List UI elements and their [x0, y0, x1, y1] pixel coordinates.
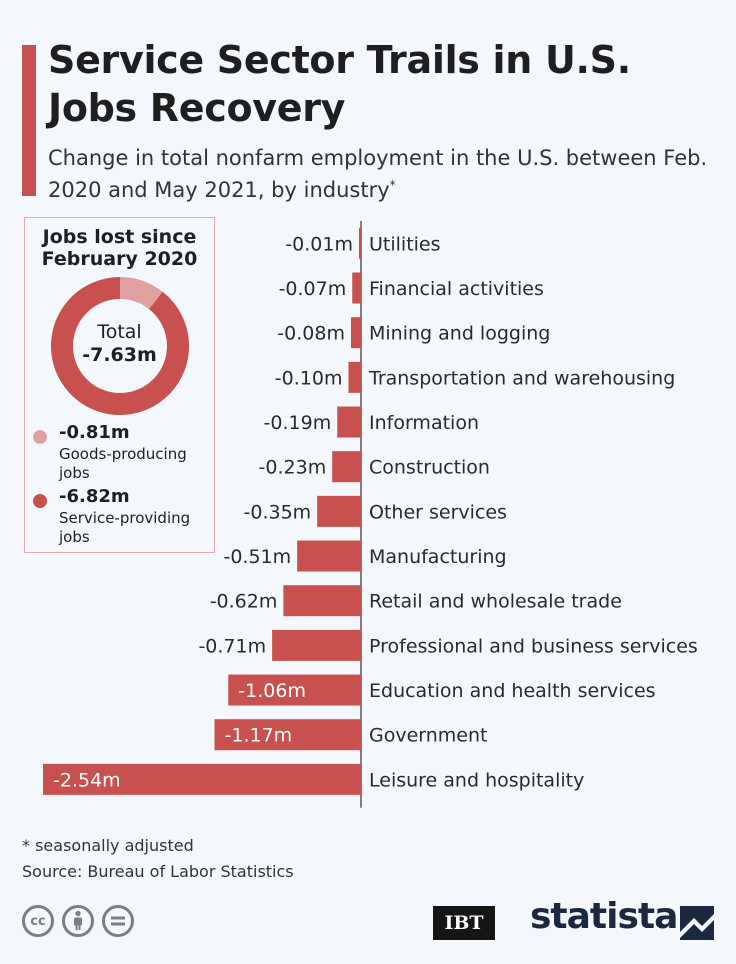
legend-service-value: -6.82m — [59, 486, 130, 507]
bar — [272, 629, 361, 661]
statista-logo-mark — [680, 906, 714, 940]
category-label: Retail and wholesale trade — [369, 591, 622, 613]
bar-value-label: -0.23m — [259, 457, 327, 479]
footnote: * seasonally adjusted — [22, 836, 194, 855]
bar — [297, 540, 361, 572]
attribution-icon[interactable] — [62, 905, 94, 937]
bar — [359, 227, 361, 259]
bar-value-label: -1.17m — [225, 725, 293, 747]
bar-value-label: -0.71m — [198, 635, 266, 657]
bar-value-label: -0.51m — [223, 546, 291, 568]
legend-goods-label: Goods-producing jobs — [59, 445, 187, 482]
chart-subtitle: Change in total nonfarm employment in th… — [48, 145, 718, 204]
bar-value-label: -0.35m — [244, 501, 312, 523]
category-label: Other services — [369, 501, 507, 523]
bar — [214, 719, 361, 751]
donut-segment — [119, 277, 163, 310]
jobs-lost-donut — [51, 277, 189, 415]
category-label: Mining and logging — [369, 323, 550, 345]
bar-value-label: -0.19m — [264, 412, 332, 434]
donut-total-label: Total — [97, 321, 142, 343]
subtitle-footnote-marker: * — [389, 178, 396, 192]
category-label: Education and health services — [369, 680, 656, 702]
legend-goods-value: -0.81m — [59, 422, 130, 443]
bar — [352, 272, 361, 304]
cc-icon[interactable]: cc — [22, 905, 54, 937]
category-label: Manufacturing — [369, 546, 507, 568]
industry-bar-chart: -0.01m Utilities -0.07m Financial activitie… — [43, 221, 698, 808]
source-note: Source: Bureau of Labor Statistics — [22, 862, 294, 881]
category-label: Leisure and hospitality — [369, 769, 584, 791]
bar-value-label: -0.10m — [275, 367, 343, 389]
title-accent-bar — [22, 45, 36, 196]
no-derivatives-icon[interactable] — [102, 905, 134, 937]
subtitle-text: Change in total nonfarm employment in th… — [48, 146, 708, 202]
legend-service-label: Service-providing jobs — [59, 509, 191, 546]
bar-value-label: -1.06m — [238, 680, 306, 702]
bar-value-label: -0.01m — [285, 233, 353, 255]
bar — [348, 361, 361, 393]
statista-logo[interactable]: statista — [530, 896, 678, 937]
category-label: Utilities — [369, 233, 441, 255]
bar — [317, 495, 361, 527]
category-label: Professional and business services — [369, 635, 698, 657]
bar — [43, 763, 361, 795]
jobs-lost-panel: Jobs lost since February 2020 Total -7.6… — [24, 217, 215, 553]
bar — [337, 406, 361, 438]
legend-dot-dark — [33, 494, 47, 508]
category-label: Information — [369, 412, 479, 434]
bar-value-label: -2.54m — [53, 769, 121, 791]
category-label: Financial activities — [369, 278, 544, 300]
bar-value-label: -0.62m — [210, 591, 278, 613]
donut-segment — [51, 277, 189, 415]
category-label: Government — [369, 725, 488, 747]
bar-value-label: -0.07m — [279, 278, 347, 300]
bar — [228, 674, 361, 706]
bar-value-label: -0.08m — [277, 323, 345, 345]
legend-dot-light — [33, 430, 47, 444]
ibt-logo[interactable]: IBT — [433, 906, 495, 940]
category-label: Construction — [369, 457, 490, 479]
bar — [283, 585, 361, 617]
jobs-lost-title: Jobs lost since February 2020 — [41, 226, 198, 270]
license-icons: cc — [22, 905, 134, 937]
category-label: Transportation and warehousing — [368, 367, 675, 389]
bar — [350, 317, 361, 349]
donut-total-value: -7.63m — [82, 344, 157, 366]
bar — [332, 451, 361, 483]
chart-title: Service Sector Trails in U.S. Jobs Recov… — [48, 38, 631, 130]
